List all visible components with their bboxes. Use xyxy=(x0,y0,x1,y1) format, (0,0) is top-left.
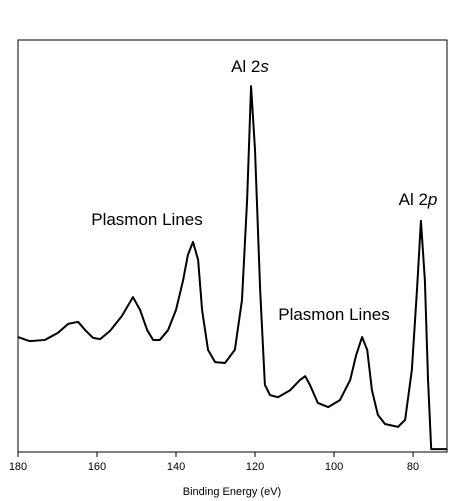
annotation-italic: p xyxy=(427,190,437,209)
annotation-text: Plasmon Lines xyxy=(91,210,203,229)
plot-frame xyxy=(17,39,448,453)
annotation: Plasmon Lines xyxy=(278,305,390,324)
spectrum-line xyxy=(17,85,447,451)
x-tick-label: 140 xyxy=(167,461,185,473)
annotation-text: Al 2 xyxy=(231,57,260,76)
annotation-italic: s xyxy=(260,57,269,76)
annotation-text: Al 2 xyxy=(399,190,428,209)
x-tick-label: 120 xyxy=(246,461,264,473)
x-tick-label: 100 xyxy=(325,461,343,473)
x-tick-label: 160 xyxy=(88,461,106,473)
annotation: Al 2p xyxy=(399,190,438,209)
x-tick-label: 180 xyxy=(9,461,27,473)
x-tick-label: 80 xyxy=(407,461,419,473)
annotation: Plasmon Lines xyxy=(91,210,203,229)
annotation: Al 2s xyxy=(231,57,269,76)
annotation-text: Plasmon Lines xyxy=(278,305,390,324)
x-axis-label: Binding Energy (eV) xyxy=(183,486,281,498)
